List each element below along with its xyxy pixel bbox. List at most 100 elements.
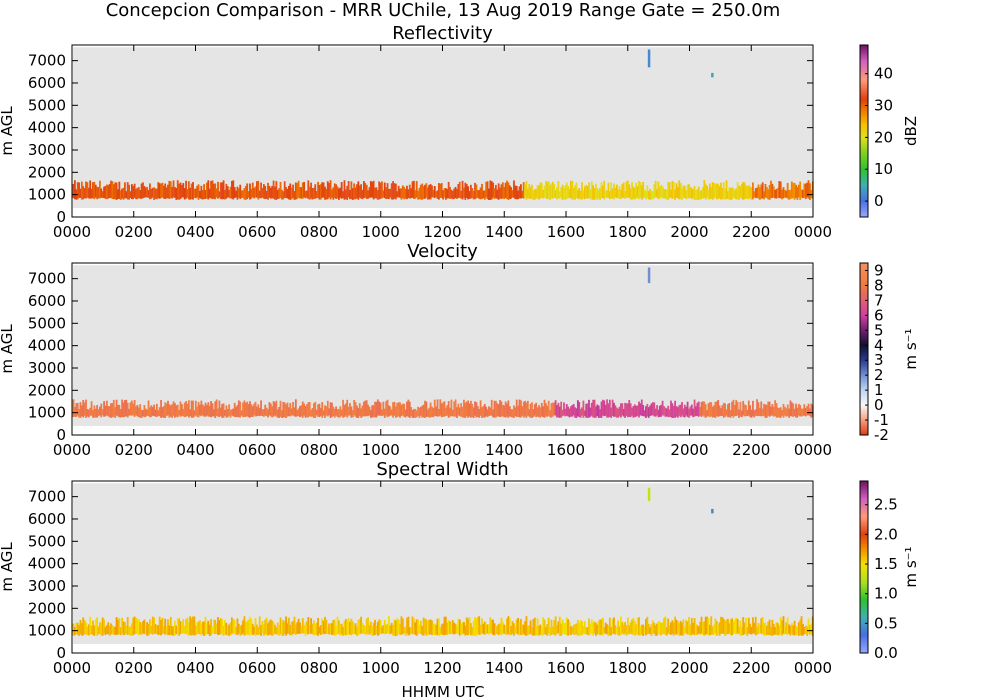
precip-mark (383, 619, 386, 635)
precip-mark (428, 407, 431, 418)
precip-mark (567, 619, 570, 636)
precip-mark (197, 621, 200, 634)
precip-mark (279, 181, 282, 199)
precip-mark (604, 190, 607, 198)
precip-mark (626, 180, 629, 199)
precip-mark (542, 617, 545, 636)
precip-mark (99, 622, 101, 635)
precip-mark (335, 406, 338, 416)
precip-mark (800, 408, 803, 417)
precip-mark (196, 622, 199, 635)
precip-mark (531, 627, 533, 636)
precip-mark (253, 403, 256, 416)
precip-mark (681, 187, 683, 200)
precip-mark (247, 619, 250, 635)
precip-mark (742, 617, 745, 635)
precip-mark (76, 182, 79, 200)
precip-mark (337, 409, 340, 418)
precip-mark (80, 181, 83, 200)
precip-mark (222, 180, 225, 200)
precip-mark (371, 626, 374, 636)
precip-mark (308, 402, 311, 417)
precip-mark (224, 409, 226, 416)
precip-mark (196, 185, 199, 198)
precip-mark (517, 405, 520, 417)
precip-mark (168, 404, 171, 418)
precip-mark (285, 404, 287, 418)
precip-mark (272, 180, 275, 199)
precip-mark (233, 402, 236, 418)
precip-mark (251, 182, 254, 198)
precip-mark (507, 182, 510, 200)
precip-mark (296, 409, 299, 417)
colorbar (859, 44, 869, 218)
precip-mark (526, 400, 529, 416)
precip-mark (261, 409, 264, 417)
precip-mark (432, 189, 435, 198)
precip-mark (572, 404, 575, 416)
precip-mark (443, 401, 446, 417)
precip-mark (799, 405, 802, 417)
y-tick-label: 2000 (28, 599, 66, 617)
precip-mark (310, 618, 312, 634)
precip-mark (611, 188, 614, 199)
precip-mark (725, 180, 728, 199)
precip-mark (153, 404, 155, 416)
precip-mark (706, 616, 708, 635)
precip-mark (718, 186, 721, 199)
precip-mark (286, 189, 289, 199)
precip-mark (332, 406, 335, 416)
precip-mark (610, 407, 613, 418)
precip-mark (390, 409, 393, 416)
precip-mark (464, 182, 467, 200)
precip-mark (760, 401, 763, 417)
precip-mark (465, 617, 468, 636)
precip-mark (150, 625, 153, 634)
precip-mark (674, 616, 677, 634)
precip-mark (481, 618, 483, 634)
precip-mark (501, 621, 504, 634)
precip-mark (413, 618, 415, 635)
precip-mark (124, 399, 126, 417)
precip-mark (337, 188, 340, 200)
precip-mark (567, 186, 570, 198)
precip-mark (390, 622, 393, 634)
precip-mark (286, 623, 289, 634)
precip-mark (743, 182, 746, 200)
precip-mark (604, 622, 607, 634)
precip-mark (756, 626, 758, 635)
precip-mark (303, 625, 306, 634)
precip-mark (483, 621, 486, 635)
precip-mark (96, 405, 99, 418)
precip-mark (724, 403, 727, 417)
precip-mark (515, 185, 518, 200)
y-tick-label: 4000 (28, 555, 66, 573)
precip-mark (93, 625, 96, 636)
precip-mark (520, 619, 522, 635)
colorbar-tick-label: 0.0 (874, 644, 898, 662)
precip-mark (471, 403, 474, 418)
precip-mark (86, 182, 89, 198)
y-tick-label: 6000 (28, 292, 66, 310)
precip-mark (442, 402, 444, 417)
precip-mark (325, 188, 328, 200)
precip-mark (518, 399, 521, 418)
precip-mark (592, 399, 595, 418)
precip-mark (143, 404, 146, 418)
precip-mark (442, 190, 444, 200)
precip-mark (132, 185, 135, 200)
precip-mark (139, 404, 142, 418)
precip-mark (178, 409, 181, 416)
precip-mark (322, 410, 325, 416)
precip-mark (593, 621, 596, 634)
precip-mark (400, 188, 403, 200)
precip-mark (137, 407, 140, 418)
precip-mark (736, 401, 739, 416)
precip-mark (340, 182, 343, 199)
precip-mark (93, 181, 96, 200)
precip-mark (765, 186, 768, 199)
precip-mark (661, 186, 664, 199)
precip-mark (582, 190, 585, 199)
precip-mark (678, 180, 681, 200)
precip-mark (432, 624, 435, 636)
